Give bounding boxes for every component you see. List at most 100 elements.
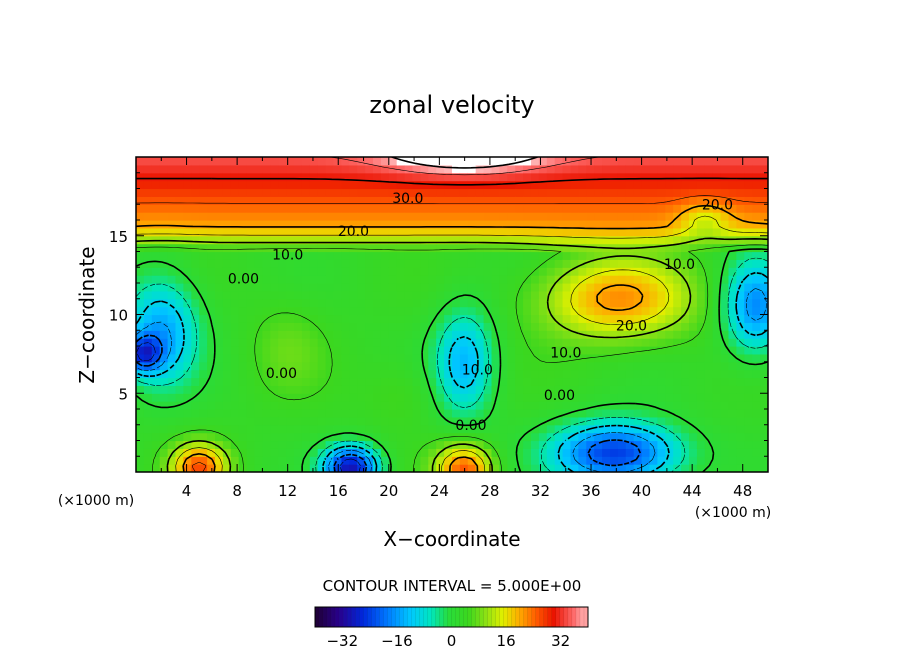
colorbar-swatch: [503, 606, 509, 628]
field-cell: [483, 290, 493, 300]
field-cell: [151, 322, 161, 331]
field-cell: [436, 432, 445, 442]
field-cell: [617, 314, 627, 323]
field-cell: [625, 338, 635, 347]
field-cell: [657, 204, 666, 213]
field-cell: [633, 204, 643, 213]
field-cell: [380, 432, 390, 442]
field-cell: [538, 243, 548, 253]
field-cell: [610, 220, 619, 229]
field-cell: [459, 283, 469, 292]
field-cell: [365, 157, 374, 166]
field-cell: [222, 188, 232, 197]
field-cell: [199, 448, 208, 457]
field-cell: [428, 346, 437, 355]
field-cell: [562, 157, 572, 166]
field-cell: [404, 409, 414, 418]
field-cell: [278, 361, 287, 371]
field-cell: [278, 204, 287, 213]
field-cell: [562, 251, 572, 260]
field-cell: [207, 314, 216, 323]
field-cell: [570, 227, 579, 237]
field-cell: [689, 204, 698, 213]
field-cell: [341, 330, 350, 339]
field-cell: [720, 243, 730, 253]
field-cell: [380, 188, 390, 197]
field-cell: [681, 401, 690, 410]
field-cell: [325, 275, 335, 284]
field-cell: [665, 401, 674, 410]
field-cell: [586, 346, 595, 355]
field-cell: [199, 172, 208, 182]
field-cell: [262, 180, 271, 190]
field-cell: [373, 235, 382, 245]
field-cell: [317, 464, 327, 472]
field-cell: [175, 220, 184, 229]
field-cell: [704, 314, 714, 323]
field-cell: [136, 393, 145, 402]
field-cell: [570, 464, 579, 472]
field-cell: [183, 267, 192, 276]
field-cell: [278, 283, 287, 292]
field-cell: [317, 283, 327, 292]
field-cell: [507, 275, 516, 284]
field-cell: [752, 401, 761, 410]
field-cell: [254, 212, 263, 221]
field-cell: [436, 346, 445, 355]
field-cell: [657, 401, 666, 410]
field-cell: [183, 251, 192, 260]
colorbar-swatch: [318, 606, 324, 628]
field-cell: [649, 267, 658, 276]
field-cell: [649, 432, 658, 442]
field-cell: [515, 164, 524, 174]
field-cell: [483, 338, 493, 347]
field-cell: [404, 424, 414, 434]
field-cell: [404, 188, 414, 197]
field-cell: [617, 322, 627, 331]
field-cell: [143, 401, 153, 410]
field-cell: [610, 259, 619, 268]
field-cell: [365, 424, 374, 434]
field-cell: [388, 314, 398, 323]
field-cell: [254, 283, 263, 292]
field-cell: [760, 393, 768, 402]
field-cell: [412, 440, 421, 449]
field-cell: [538, 196, 548, 205]
field-cell: [167, 416, 177, 426]
field-cell: [744, 306, 753, 316]
field-cell: [752, 172, 761, 182]
field-cell: [452, 338, 461, 347]
field-cell: [238, 227, 248, 237]
field-cell: [183, 180, 192, 190]
field-cell: [720, 298, 730, 308]
field-cell: [286, 204, 295, 213]
field-cell: [665, 267, 674, 276]
field-cell: [712, 440, 722, 449]
field-cell: [294, 267, 303, 276]
field-cell: [531, 432, 540, 442]
field-cell: [262, 424, 271, 434]
field-cell: [499, 212, 508, 221]
field-cell: [586, 180, 595, 190]
field-cell: [246, 220, 256, 229]
field-cell: [681, 456, 690, 465]
field-cell: [610, 188, 619, 197]
field-cell: [301, 220, 311, 229]
field-cell: [215, 204, 224, 213]
field-cell: [491, 227, 500, 237]
field-cell: [175, 196, 184, 205]
field-cell: [523, 361, 532, 371]
field-cell: [625, 456, 635, 465]
field-cell: [570, 243, 579, 253]
field-cell: [562, 432, 572, 442]
field-cell: [365, 290, 374, 300]
field-cell: [388, 401, 398, 410]
contour-line: [136, 215, 768, 472]
field-cell: [665, 456, 674, 465]
field-cell: [610, 409, 619, 418]
field-cell: [570, 393, 579, 402]
field-cell: [452, 385, 461, 394]
field-cell: [380, 204, 390, 213]
field-cell: [554, 298, 564, 308]
field-cell: [278, 409, 287, 418]
